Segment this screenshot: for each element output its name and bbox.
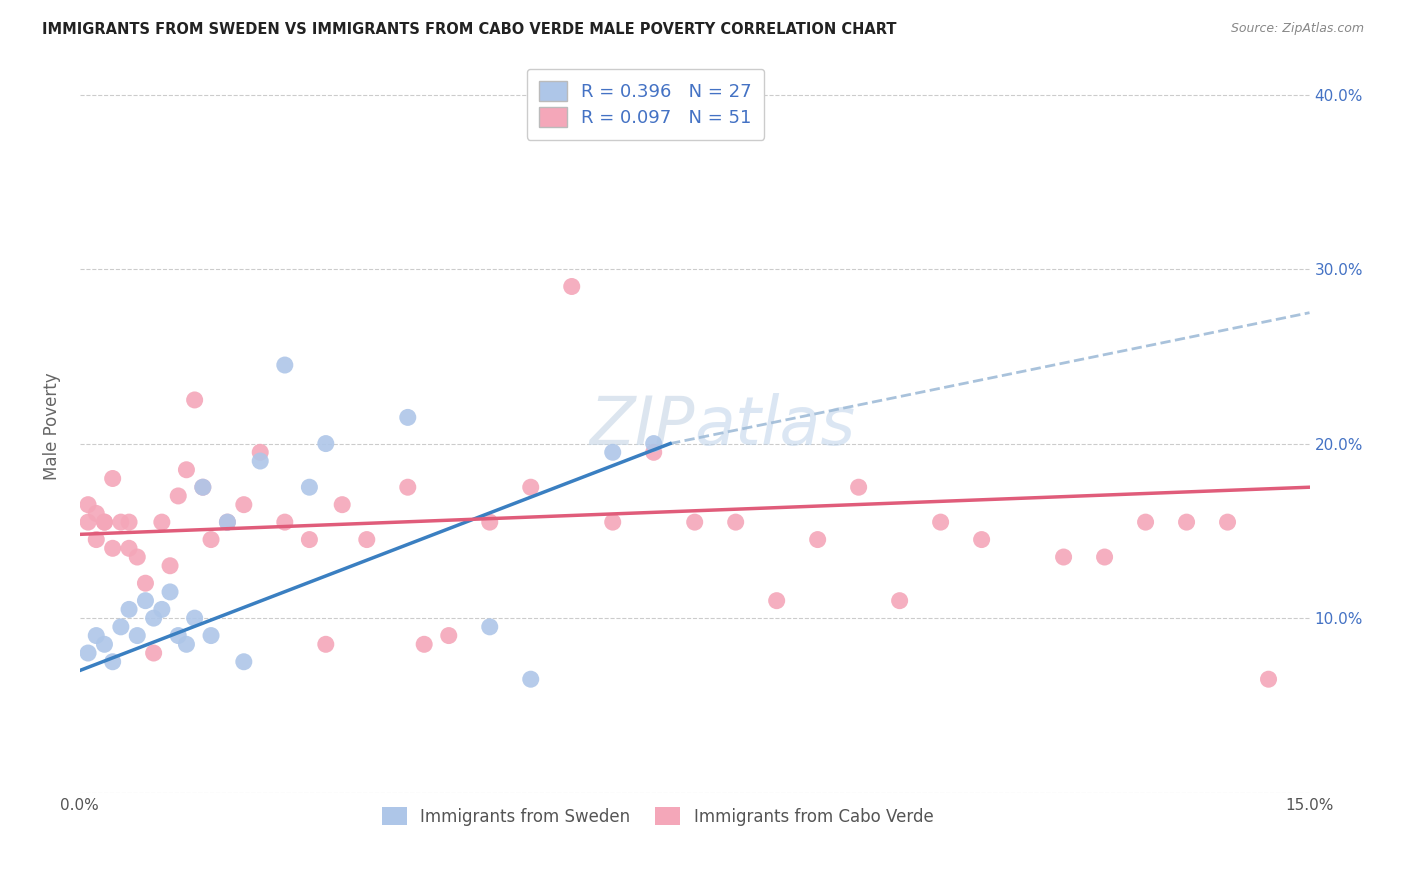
Point [807, 533, 830, 547]
Point [142, 611, 165, 625]
Point [602, 445, 624, 459]
Point [127, 549, 149, 564]
Point [315, 637, 337, 651]
Point [519, 672, 541, 686]
Point [101, 541, 124, 556]
Point [118, 602, 141, 616]
Point [478, 515, 501, 529]
Point [889, 593, 911, 607]
Point [848, 480, 870, 494]
Point [330, 498, 353, 512]
Point [217, 515, 239, 529]
Point [602, 515, 624, 529]
Point [413, 637, 436, 651]
Point [142, 646, 165, 660]
Point [724, 515, 747, 529]
Point [683, 515, 706, 529]
Point [167, 489, 190, 503]
Text: Source: ZipAtlas.com: Source: ZipAtlas.com [1230, 22, 1364, 36]
Point [396, 480, 419, 494]
Point [315, 436, 337, 450]
Point [150, 515, 173, 529]
Point [101, 471, 124, 485]
Point [643, 445, 665, 459]
Point [1257, 672, 1279, 686]
Point [150, 602, 173, 616]
Point [134, 576, 156, 591]
Point [1052, 549, 1074, 564]
Point [176, 637, 198, 651]
Point [118, 515, 141, 529]
Point [200, 629, 222, 643]
Point [77, 498, 100, 512]
Point [93, 637, 115, 651]
Point [110, 515, 132, 529]
Point [183, 392, 205, 407]
Point [118, 541, 141, 556]
Point [970, 533, 993, 547]
Point [167, 629, 190, 643]
Y-axis label: Male Poverty: Male Poverty [44, 372, 60, 480]
Point [176, 463, 198, 477]
Point [298, 533, 321, 547]
Point [249, 454, 271, 468]
Point [1094, 549, 1116, 564]
Point [1135, 515, 1157, 529]
Point [183, 611, 205, 625]
Point [929, 515, 952, 529]
Point [134, 593, 156, 607]
Point [232, 498, 254, 512]
Point [396, 410, 419, 425]
Legend: Immigrants from Sweden, Immigrants from Cabo Verde: Immigrants from Sweden, Immigrants from … [373, 797, 943, 836]
Point [274, 515, 297, 529]
Point [93, 515, 115, 529]
Point [1175, 515, 1198, 529]
Point [274, 358, 297, 372]
Point [191, 480, 214, 494]
Point [232, 655, 254, 669]
Point [437, 629, 460, 643]
Point [519, 480, 541, 494]
Point [200, 533, 222, 547]
Point [356, 533, 378, 547]
Point [159, 558, 181, 573]
Point [84, 629, 107, 643]
Point [765, 593, 787, 607]
Point [110, 620, 132, 634]
Point [1216, 515, 1239, 529]
Text: atlas: atlas [695, 393, 856, 459]
Text: IMMIGRANTS FROM SWEDEN VS IMMIGRANTS FROM CABO VERDE MALE POVERTY CORRELATION CH: IMMIGRANTS FROM SWEDEN VS IMMIGRANTS FRO… [42, 22, 897, 37]
Point [84, 533, 107, 547]
Point [249, 445, 271, 459]
Point [298, 480, 321, 494]
Point [77, 515, 100, 529]
Point [101, 655, 124, 669]
Point [77, 646, 100, 660]
Point [93, 515, 115, 529]
Point [159, 585, 181, 599]
Text: ZIP: ZIP [589, 393, 695, 459]
Point [84, 507, 107, 521]
Point [127, 629, 149, 643]
Point [191, 480, 214, 494]
Point [561, 279, 583, 293]
Point [478, 620, 501, 634]
Point [217, 515, 239, 529]
Point [643, 436, 665, 450]
